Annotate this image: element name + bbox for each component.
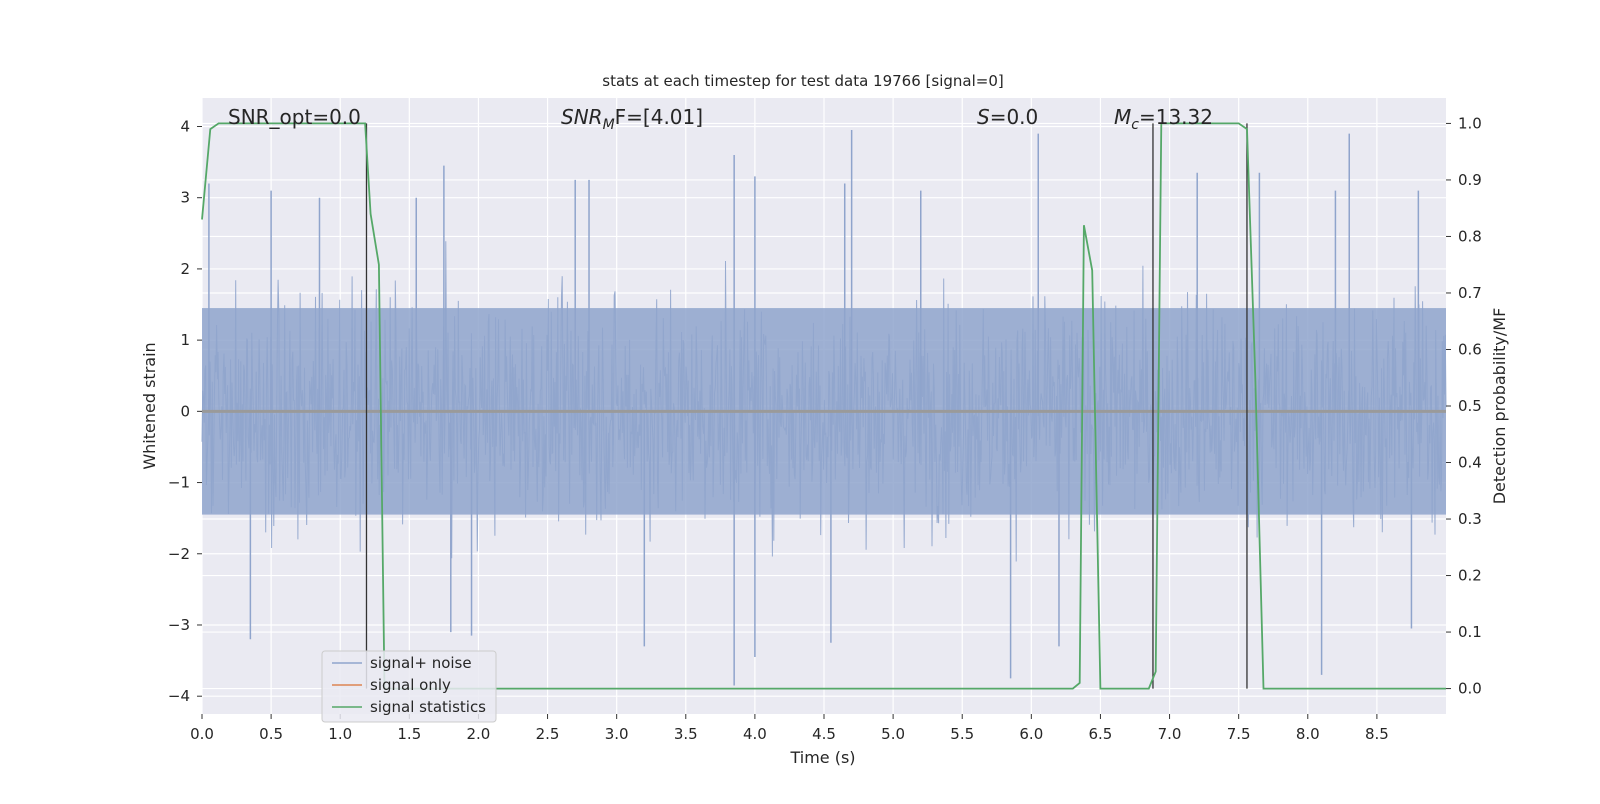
y2-tick-label: 0.9 <box>1458 171 1482 189</box>
x-tick-label: 8.0 <box>1296 725 1320 743</box>
y2-tick-label: 0.7 <box>1458 284 1482 302</box>
y-tick-label: −4 <box>168 687 190 705</box>
legend-label-signal-only: signal only <box>370 676 451 694</box>
y2-tick-label: 0.0 <box>1458 680 1482 698</box>
y2-tick-label: 0.4 <box>1458 454 1482 472</box>
s-rest: =0.0 <box>990 105 1039 129</box>
legend-box <box>321 650 497 723</box>
y-tick-label: 4 <box>180 117 190 135</box>
x-axis-ticks: 0.0 0.5 1.0 1.5 2.0 2.5 3.0 3.5 4.0 4.5 5.0 5.5 6.0 6… <box>190 714 1389 743</box>
snr-mf-main: SNR <box>561 105 603 129</box>
x-tick-label: 5.0 <box>881 725 905 743</box>
x-axis-label: Time (s) <box>789 748 855 767</box>
annotation-mc: Mc=13.32 <box>1114 105 1213 133</box>
x-tick-label: 1.5 <box>397 725 421 743</box>
x-tick-label: 3.5 <box>674 725 698 743</box>
y-tick-label: 1 <box>180 331 190 349</box>
x-tick-label: 2.5 <box>536 725 560 743</box>
x-tick-label: 2.0 <box>467 725 491 743</box>
y2-tick-label: 0.6 <box>1458 340 1482 358</box>
y-axis-label: Whitened strain <box>140 342 159 469</box>
vertical-lines <box>365 123 1248 689</box>
x-tick-label: 7.5 <box>1227 725 1251 743</box>
x-tick-label: 6.0 <box>1019 725 1043 743</box>
annotation-s: S=0.0 <box>977 105 1038 129</box>
y2-tick-label: 0.8 <box>1458 227 1482 245</box>
y-tick-label: −2 <box>168 545 190 563</box>
y-tick-label: 3 <box>180 189 190 207</box>
signal-statistics-series <box>201 122 1446 690</box>
y2-tick-label: 0.5 <box>1458 397 1482 415</box>
chart-title: stats at each timestep for test data 197… <box>602 72 1003 90</box>
x-tick-label: 0.0 <box>190 725 214 743</box>
y-axis-ticks: 4 3 2 1 0 −1 −2 −3 −4 <box>168 117 202 705</box>
legend-label-statistics: signal statistics <box>370 698 486 716</box>
y2-axis-ticks: 1.0 0.9 0.8 0.7 0.6 0.5 0.4 0.3 0.2 0.1 0.0 <box>1446 114 1482 698</box>
mc-var: M <box>1114 105 1131 129</box>
x-tick-label: 0.5 <box>259 725 283 743</box>
y2-tick-label: 0.3 <box>1458 510 1482 528</box>
y2-axis-label: Detection probability/MF <box>1490 308 1509 505</box>
x-tick-label: 8.5 <box>1365 725 1389 743</box>
x-tick-label: 1.0 <box>328 725 352 743</box>
snr-mf-sub: M <box>603 117 615 133</box>
y-tick-label: 0 <box>180 402 190 420</box>
x-tick-label: 4.0 <box>743 725 767 743</box>
x-tick-label: 6.5 <box>1089 725 1113 743</box>
s-var: S <box>977 105 990 129</box>
x-tick-label: 3.0 <box>605 725 629 743</box>
x-tick-label: 4.5 <box>812 725 836 743</box>
snr-mf-rest: F=[4.01] <box>615 105 703 129</box>
y2-tick-label: 0.1 <box>1458 623 1482 641</box>
statistics-line <box>201 122 1446 690</box>
legend: signal+ noise signal only signal statist… <box>321 650 497 723</box>
x-tick-label: 7.0 <box>1158 725 1182 743</box>
annotations: SNR_opt=0.0 SNRMF=[4.01] S=0.0 Mc=13.32 <box>228 105 1213 133</box>
y2-tick-label: 1.0 <box>1458 114 1482 132</box>
legend-label-noise: signal+ noise <box>370 654 472 672</box>
mc-rest: =13.32 <box>1139 105 1213 129</box>
annotation-snr-opt: SNR_opt=0.0 <box>228 105 361 129</box>
y-tick-label: −3 <box>168 616 190 634</box>
y-tick-label: 2 <box>180 260 190 278</box>
annotation-snr-mf: SNRMF=[4.01] <box>561 105 703 133</box>
mc-sub: c <box>1131 117 1139 133</box>
y2-tick-label: 0.2 <box>1458 567 1482 585</box>
y-tick-label: −1 <box>168 474 190 492</box>
x-tick-label: 5.5 <box>950 725 974 743</box>
